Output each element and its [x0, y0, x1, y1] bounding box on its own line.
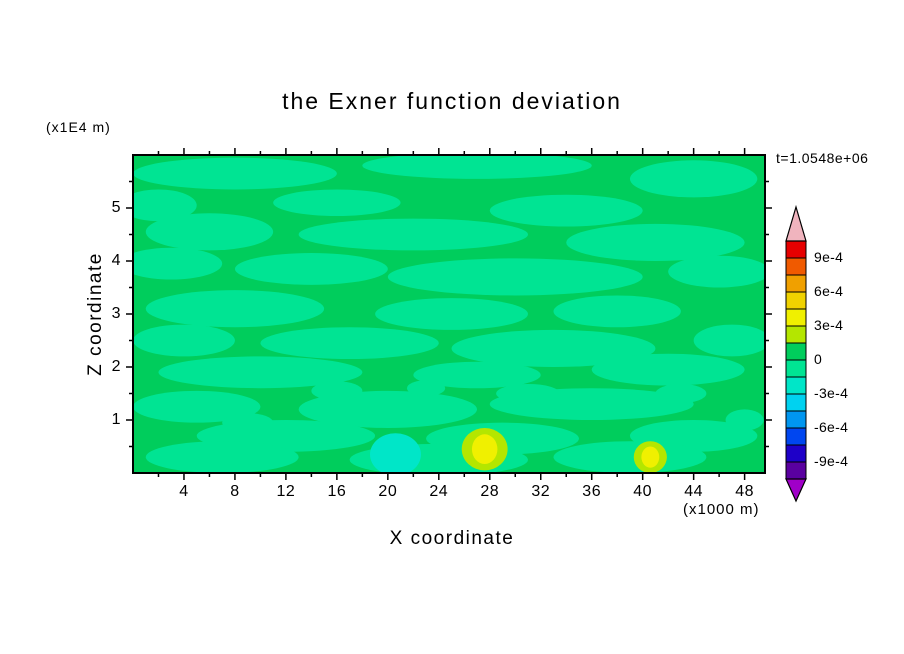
- y-tick-label: 2: [111, 358, 121, 375]
- colorbar-tick-label: 9e-4: [814, 249, 844, 265]
- y-tick-label: 1: [111, 411, 121, 428]
- x-tick-label: 4: [179, 483, 189, 500]
- x-tick-label: 48: [735, 483, 755, 500]
- y-tick-label: 4: [111, 252, 121, 269]
- x-tick-label: 32: [531, 483, 551, 500]
- x-tick-label: 20: [378, 483, 398, 500]
- x-tick-label: 36: [582, 483, 602, 500]
- colorbar-over-arrow: [785, 204, 807, 242]
- x-axis-label: X coordinate: [389, 528, 515, 549]
- y-tick-label: 5: [111, 199, 121, 216]
- x-tick-label: 12: [276, 483, 296, 500]
- time-label: t=1.0548e+06: [776, 150, 869, 166]
- x-tick-label: 28: [480, 483, 500, 500]
- x-tick-label: 8: [230, 483, 240, 500]
- colorbar-tick-label: -6e-4: [814, 419, 849, 435]
- y-axis-unit: (x1E4 m): [46, 119, 111, 135]
- colorbar-tick-label: -9e-4: [814, 453, 849, 469]
- x-tick-label: 24: [429, 483, 449, 500]
- colorbar: [785, 204, 807, 503]
- colorbar-under-arrow: [785, 478, 807, 503]
- colorbar-tick-label: -3e-4: [814, 385, 849, 401]
- colorbar-tick-label: 3e-4: [814, 317, 844, 333]
- chart-title: the Exner function deviation: [282, 88, 622, 114]
- x-tick-label: 44: [684, 483, 704, 500]
- plot-frame: [132, 154, 766, 474]
- x-tick-label: 16: [327, 483, 347, 500]
- colorbar-tick-label: 0: [814, 351, 823, 367]
- colorbar-tick-label: 6e-4: [814, 283, 844, 299]
- x-tick-label: 40: [633, 483, 653, 500]
- x-axis-unit: (x1000 m): [683, 501, 760, 518]
- contour-field: [133, 155, 765, 473]
- y-tick-label: 3: [111, 305, 121, 322]
